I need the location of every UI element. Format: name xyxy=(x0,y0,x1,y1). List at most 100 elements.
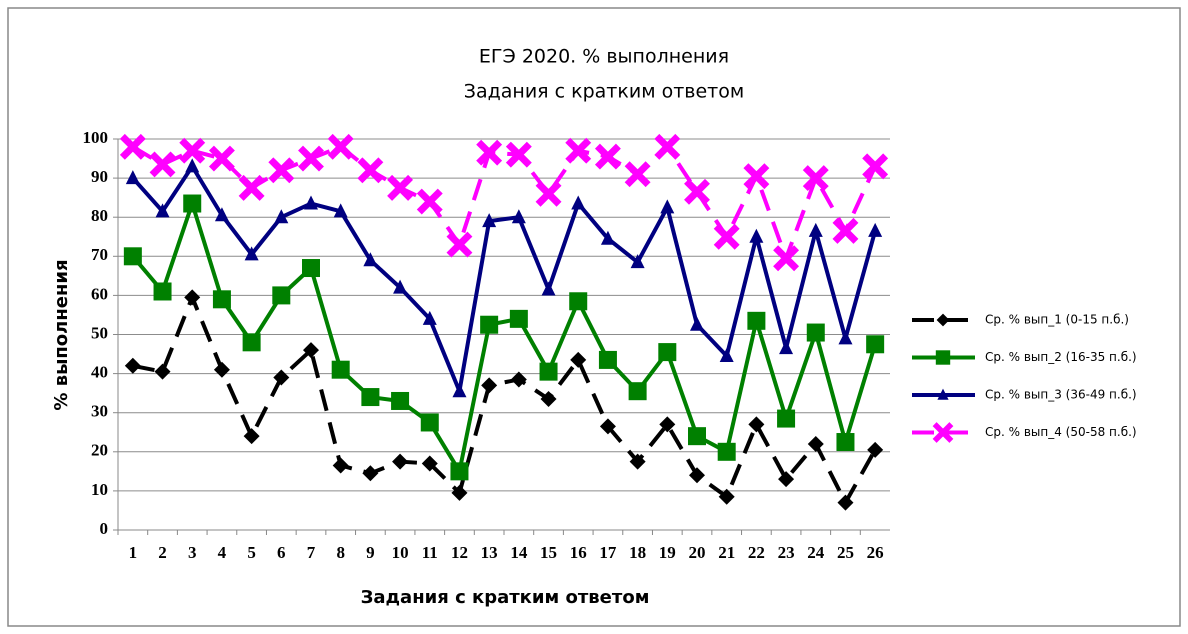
marker xyxy=(571,195,586,210)
x-tick-label: 8 xyxy=(336,543,345,562)
x-tick-label: 1 xyxy=(129,543,138,562)
marker xyxy=(272,286,291,305)
marker xyxy=(689,467,705,484)
y-axis-label: % выполнения xyxy=(51,259,72,410)
marker xyxy=(569,292,588,311)
x-tick-label: 6 xyxy=(277,543,286,562)
marker xyxy=(837,494,854,511)
x-tick-label: 25 xyxy=(837,543,854,562)
marker xyxy=(600,230,615,245)
marker xyxy=(213,361,230,378)
x-tick-label: 16 xyxy=(570,543,587,562)
legend-marker xyxy=(937,388,949,400)
marker xyxy=(155,203,170,218)
marker xyxy=(628,382,647,401)
marker xyxy=(594,143,621,170)
marker xyxy=(808,222,823,237)
x-tick-label: 13 xyxy=(481,543,498,562)
marker xyxy=(302,259,320,278)
marker xyxy=(303,342,319,359)
marker xyxy=(743,163,770,190)
marker xyxy=(629,453,646,470)
marker xyxy=(298,145,324,172)
marker xyxy=(778,471,795,488)
marker xyxy=(806,323,825,342)
marker xyxy=(802,165,829,192)
x-tick-label: 14 xyxy=(510,543,528,562)
marker xyxy=(179,137,206,164)
marker xyxy=(243,428,260,445)
marker xyxy=(393,279,408,294)
x-tick-label: 7 xyxy=(307,543,316,562)
marker xyxy=(773,245,800,272)
x-tick-label: 23 xyxy=(778,543,795,562)
chart-title: ЕГЭ 2020. % выполнения xyxy=(479,46,729,68)
marker xyxy=(422,310,437,325)
marker xyxy=(273,369,290,386)
x-tick-label: 12 xyxy=(451,543,468,562)
marker xyxy=(747,311,766,330)
legend-label: Ср. % вып_4 (50-58 п.б.) xyxy=(985,425,1137,439)
marker xyxy=(450,462,469,481)
marker xyxy=(777,409,796,428)
marker xyxy=(446,231,473,258)
marker xyxy=(867,441,884,458)
marker xyxy=(357,157,384,184)
marker xyxy=(333,203,348,218)
marker xyxy=(624,161,651,188)
x-tick-label: 20 xyxy=(689,543,706,562)
marker xyxy=(244,246,259,261)
legend-label: Ср. % вып_2 (16-35 п.б.) xyxy=(985,350,1137,364)
y-tick-label: 70 xyxy=(91,245,108,264)
y-tick-label: 30 xyxy=(91,402,108,421)
legend-marker xyxy=(936,313,950,327)
marker xyxy=(242,333,261,352)
line xyxy=(131,164,878,394)
marker xyxy=(185,158,200,173)
x-tick-label: 21 xyxy=(718,543,735,562)
legend-marker xyxy=(935,350,951,365)
x-tick-label: 24 xyxy=(807,543,825,562)
marker xyxy=(510,371,527,388)
x-tick-label: 5 xyxy=(247,543,256,562)
marker xyxy=(541,281,556,296)
marker xyxy=(304,195,318,210)
x-tick-label: 2 xyxy=(158,543,167,562)
marker xyxy=(416,188,443,215)
marker xyxy=(660,199,675,214)
marker xyxy=(565,137,592,164)
marker xyxy=(362,465,379,482)
chart-border xyxy=(7,7,1181,627)
marker xyxy=(866,335,885,354)
y-tick-label: 50 xyxy=(91,323,108,342)
marker xyxy=(331,360,350,379)
y-tick-label: 100 xyxy=(83,128,109,147)
marker xyxy=(748,416,765,433)
marker xyxy=(658,343,677,362)
marker xyxy=(509,309,528,328)
series xyxy=(123,194,885,481)
marker xyxy=(238,174,265,201)
y-tick-label: 40 xyxy=(91,363,108,382)
marker xyxy=(387,174,414,201)
marker xyxy=(452,383,467,398)
series xyxy=(124,289,884,511)
marker xyxy=(208,145,235,172)
x-tick-label: 9 xyxy=(366,543,375,562)
marker xyxy=(125,170,140,185)
marker xyxy=(392,453,409,470)
y-tick-label: 10 xyxy=(91,480,108,499)
x-tick-label: 26 xyxy=(867,543,884,562)
y-tick-label: 80 xyxy=(91,206,108,225)
marker xyxy=(868,222,883,237)
x-tick-label: 22 xyxy=(748,543,765,562)
marker xyxy=(363,252,378,267)
x-tick-label: 4 xyxy=(218,543,227,562)
marker xyxy=(838,330,853,345)
marker xyxy=(718,488,735,505)
y-tick-label: 60 xyxy=(91,284,108,303)
marker xyxy=(124,357,141,374)
x-tick-label: 19 xyxy=(659,543,676,562)
marker xyxy=(717,442,736,461)
marker xyxy=(807,435,824,452)
